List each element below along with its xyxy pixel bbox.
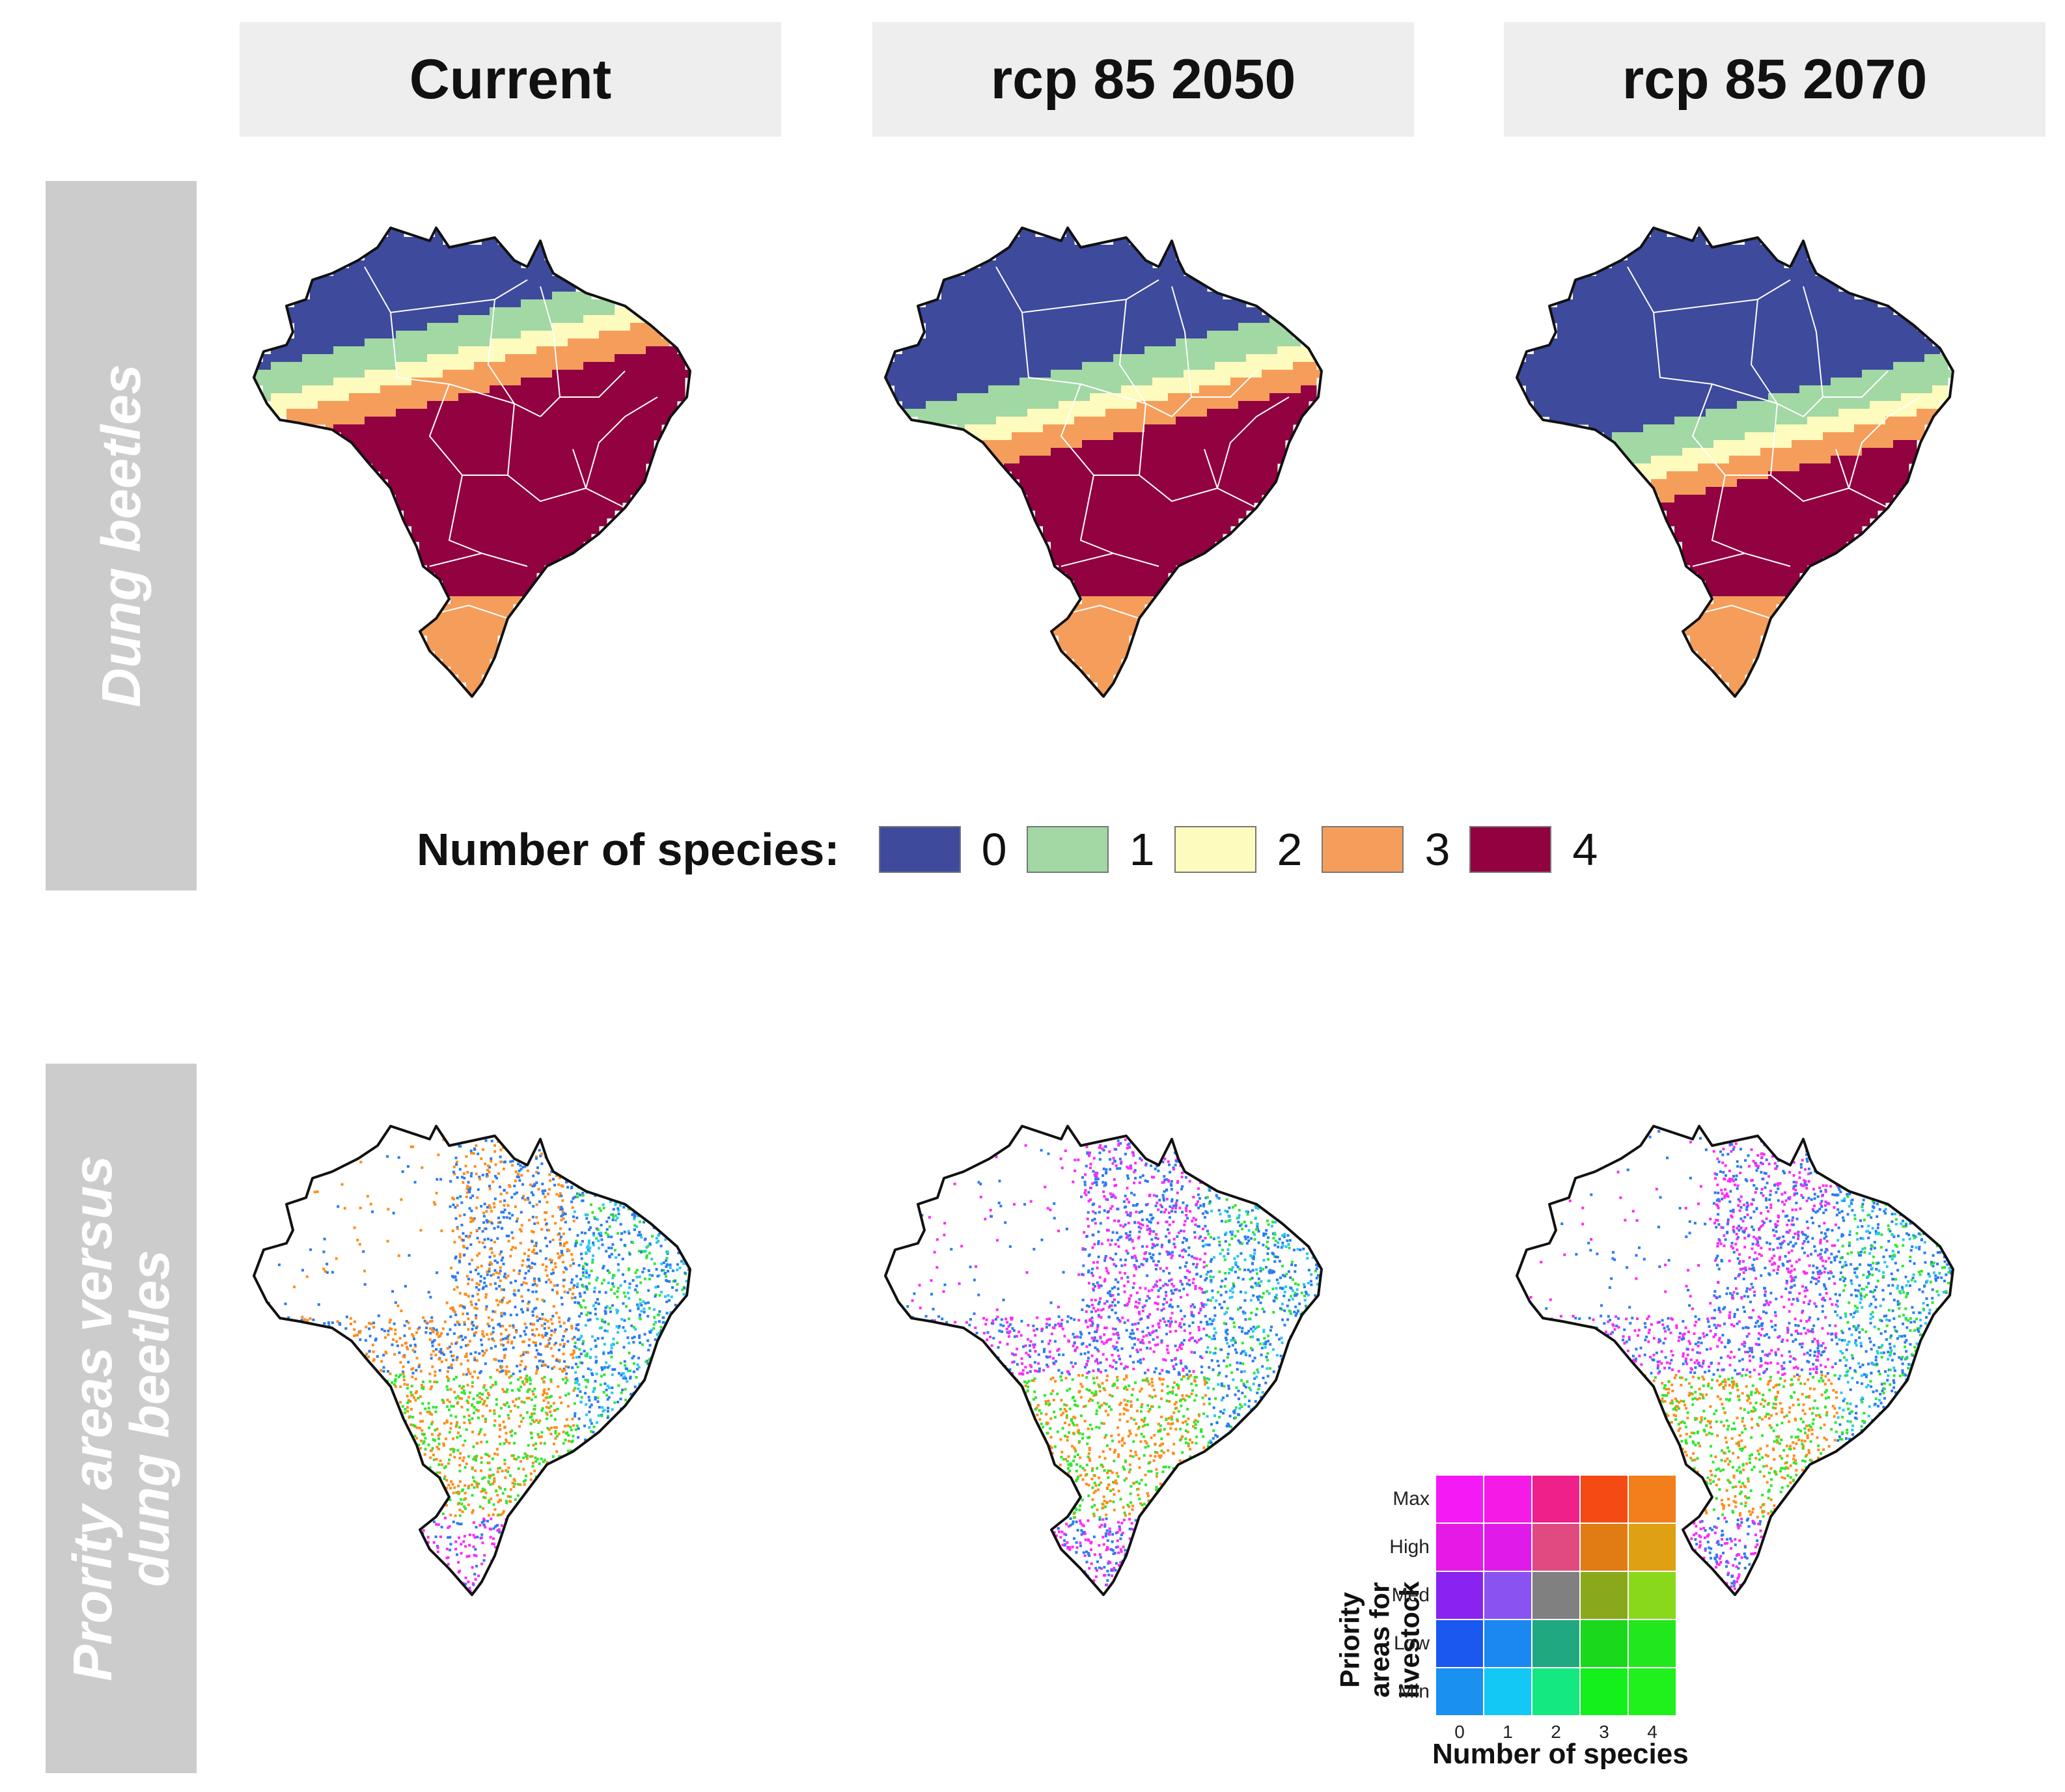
bivariate-y-label: Low: [1393, 1633, 1430, 1654]
column-header-label: rcp 85 2050: [990, 48, 1296, 111]
bivariate-x-label: 3: [1599, 1722, 1609, 1742]
legend-item: 0: [878, 823, 1007, 875]
bivariate-cell: [1532, 1620, 1580, 1668]
column-header-rcp85-2070: rcp 85 2070: [1504, 22, 2045, 137]
row-label-priority-areas: Prority areas versus dung beetles: [46, 1064, 197, 1773]
bivariate-x-title: Number of species: [1432, 1738, 1689, 1770]
legend-swatch: [1469, 826, 1552, 873]
column-header-rcp85-2050: rcp 85 2050: [872, 22, 1414, 137]
bivariate-grid: [1435, 1475, 1676, 1716]
column-header-label: rcp 85 2070: [1622, 48, 1928, 111]
bivariate-cell: [1532, 1668, 1580, 1716]
bivariate-cell: [1580, 1523, 1628, 1571]
bivariate-cell: [1532, 1523, 1580, 1571]
legend-item: 1: [1026, 823, 1155, 875]
bivariate-legend: Priority areas for livestock Max High Med…: [1302, 1465, 1719, 1777]
legend-item: 3: [1322, 823, 1450, 875]
bivariate-cell: [1628, 1571, 1676, 1620]
row-label-text: Dung beetles: [90, 364, 152, 708]
legend-swatch: [1026, 826, 1109, 873]
legend-swatch: [1174, 826, 1256, 873]
bivariate-cell: [1484, 1620, 1532, 1668]
map-priority-rcp85-2050: [884, 1125, 1323, 1596]
bivariate-y-label: Med: [1391, 1584, 1430, 1606]
row-label-dung-beetles: Dung beetles: [46, 181, 197, 890]
bivariate-cell: [1484, 1571, 1532, 1620]
bivariate-cell: [1628, 1668, 1676, 1716]
bivariate-cell: [1435, 1475, 1484, 1523]
bivariate-x-label: 4: [1647, 1722, 1657, 1742]
bivariate-y-label: Min: [1398, 1681, 1430, 1702]
legend-swatch: [1322, 826, 1404, 873]
species-legend: Number of species: 0 1 2 3 4: [417, 814, 1617, 885]
legend-item: 2: [1174, 823, 1303, 875]
bivariate-x-label: 1: [1503, 1722, 1513, 1742]
bivariate-cell: [1435, 1571, 1484, 1620]
bivariate-y-label: High: [1389, 1536, 1430, 1558]
bivariate-cell: [1580, 1620, 1628, 1668]
bivariate-cell: [1484, 1668, 1532, 1716]
bivariate-cell: [1628, 1523, 1676, 1571]
bivariate-cell: [1580, 1571, 1628, 1620]
bivariate-cell: [1532, 1475, 1580, 1523]
bivariate-cell: [1435, 1668, 1484, 1716]
bivariate-cell: [1580, 1475, 1628, 1523]
map-dung-beetles-rcp85-2070: [1516, 227, 1954, 698]
column-header-label: Current: [409, 48, 612, 111]
species-legend-title: Number of species:: [417, 824, 840, 875]
map-priority-current: [253, 1125, 691, 1596]
legend-label: 4: [1572, 824, 1598, 875]
bivariate-y-label: Max: [1393, 1488, 1430, 1509]
legend-label: 0: [981, 824, 1007, 875]
column-header-current: Current: [240, 22, 781, 137]
legend-label: 2: [1277, 824, 1303, 875]
map-dung-beetles-current: [253, 227, 691, 698]
legend-item: 4: [1469, 823, 1598, 875]
bivariate-cell: [1435, 1620, 1484, 1668]
legend-swatch: [878, 826, 961, 873]
row-label-text: Prority areas versus dung beetles: [61, 1155, 180, 1681]
legend-label: 3: [1424, 824, 1450, 875]
bivariate-cell: [1484, 1523, 1532, 1571]
legend-label: 1: [1129, 824, 1155, 875]
bivariate-cell: [1532, 1571, 1580, 1620]
bivariate-cell: [1435, 1523, 1484, 1571]
bivariate-x-label: 2: [1551, 1722, 1561, 1742]
map-dung-beetles-rcp85-2050: [884, 227, 1323, 698]
map-priority-rcp85-2070: [1516, 1125, 1954, 1596]
bivariate-cell: [1580, 1668, 1628, 1716]
bivariate-cell: [1628, 1620, 1676, 1668]
bivariate-x-label: 0: [1454, 1722, 1465, 1742]
bivariate-cell: [1628, 1475, 1676, 1523]
bivariate-cell: [1484, 1475, 1532, 1523]
